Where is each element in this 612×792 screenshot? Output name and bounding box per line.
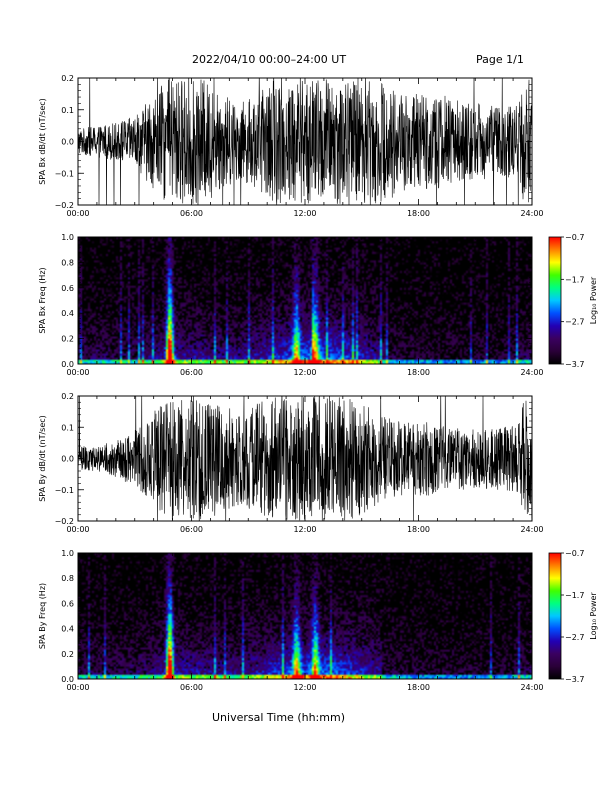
panel-2-spectrogram (78, 237, 532, 364)
y-tick-label: 0.4 (61, 309, 74, 318)
y-tick-label: 0.0 (61, 675, 74, 684)
panel-4-colorbar: −0.7 −1.7 −2.7 −3.7 Log₁₀ Power (548, 549, 598, 684)
panel-1-axes: 00:00 06:00 12:00 18:00 24:00 −0.2 −0.1 0.0 0.1 0… (38, 74, 544, 218)
y-tick-label: 0.6 (61, 284, 74, 293)
y-axis-title: SPA Bx Freq (Hz) (38, 267, 47, 333)
y-tick-label: −0.1 (55, 169, 74, 178)
y-axis-title: SPA Bx dB/dt (nT/sec) (38, 98, 47, 185)
x-tick-label: 18:00 (407, 525, 430, 534)
y-tick-label: 0.4 (61, 625, 74, 634)
x-tick-label: 24:00 (520, 683, 543, 692)
colorbar-tick-label: −3.7 (565, 360, 584, 369)
x-tick-label: 18:00 (407, 368, 430, 377)
y-tick-label: 0.8 (61, 574, 74, 583)
x-tick-label: 06:00 (180, 209, 203, 218)
panel-4-axes: 00:00 06:00 12:00 18:00 24:00 0.0 0.2 0.4 0.6 0.8… (38, 549, 544, 692)
colorbar-tick-label: −0.7 (565, 233, 584, 242)
y-tick-label: 0.2 (61, 392, 74, 401)
x-tick-label: 12:00 (293, 368, 316, 377)
waveform-line (78, 78, 532, 205)
y-tick-label: 1.0 (61, 549, 74, 558)
panel-2-colorbar: −0.7 −1.7 −2.7 −3.7 Log₁₀ Power (548, 233, 598, 369)
y-tick-label: 0.2 (61, 74, 74, 83)
colorbar-scale (548, 552, 562, 680)
colorbar-tick-label: −0.7 (565, 549, 584, 558)
x-tick-label: 24:00 (520, 368, 543, 377)
colorbar-tick-label: −1.7 (565, 591, 584, 600)
colorbar-scale (548, 236, 562, 365)
x-tick-label: 06:00 (180, 368, 203, 377)
colorbar-tick-label: −3.7 (565, 675, 584, 684)
x-tick-label: 00:00 (66, 368, 89, 377)
colorbar-tick-label: −2.7 (565, 318, 584, 327)
x-tick-label: 12:00 (293, 525, 316, 534)
panel-1-trace (78, 78, 532, 205)
x-tick-label: 00:00 (66, 525, 89, 534)
x-tick-label: 18:00 (407, 209, 430, 218)
y-tick-label: 0.1 (61, 106, 74, 115)
panel-3-trace (78, 396, 532, 521)
y-tick-label: 0.2 (61, 335, 74, 344)
panel-2-axes: 00:00 06:00 12:00 18:00 24:00 0.0 0.2 0.4 0.6 0.8… (38, 233, 544, 377)
y-tick-label: 0.1 (61, 423, 74, 432)
spectrogram-image (78, 553, 532, 679)
x-tick-label: 06:00 (180, 525, 203, 534)
y-tick-label: 0.0 (61, 360, 74, 369)
x-axis-title: Universal Time (hh:mm) (212, 711, 345, 724)
colorbar-tick-label: −1.7 (565, 275, 584, 284)
y-tick-label: 0.0 (61, 138, 74, 147)
page-number: Page 1/1 (476, 53, 524, 66)
x-tick-label: 18:00 (407, 683, 430, 692)
y-axis-title: SPA By dB/dt (nT/sec) (38, 415, 47, 502)
y-axis-title: SPA By Freq (Hz) (38, 583, 47, 649)
colorbar-tick-label: −2.7 (565, 633, 584, 642)
x-tick-label: 06:00 (180, 683, 203, 692)
x-tick-label: 12:00 (293, 683, 316, 692)
waveform-line (78, 396, 532, 521)
plot-title: 2022/04/10 00:00–24:00 UT (192, 53, 347, 66)
colorbar-title: Log₁₀ Power (589, 592, 598, 640)
y-tick-label: 0.0 (61, 455, 74, 464)
y-tick-label: 1.0 (61, 233, 74, 242)
panel-3-axes: 00:00 06:00 12:00 18:00 24:00 −0.2 −0.1 0.0 0.1 0… (38, 392, 544, 534)
y-tick-label: −0.2 (55, 517, 74, 526)
colorbar-title: Log₁₀ Power (589, 276, 598, 324)
y-tick-label: 0.8 (61, 258, 74, 267)
y-tick-label: −0.2 (55, 201, 74, 210)
x-tick-label: 12:00 (293, 209, 316, 218)
panel-4-spectrogram (78, 553, 532, 679)
spectrogram-image (78, 237, 532, 364)
x-tick-label: 24:00 (520, 209, 543, 218)
y-tick-label: 0.6 (61, 599, 74, 608)
x-tick-label: 24:00 (520, 525, 543, 534)
x-tick-label: 00:00 (66, 209, 89, 218)
y-tick-label: 0.2 (61, 650, 74, 659)
y-tick-label: −0.1 (55, 486, 74, 495)
x-tick-label: 00:00 (66, 683, 89, 692)
